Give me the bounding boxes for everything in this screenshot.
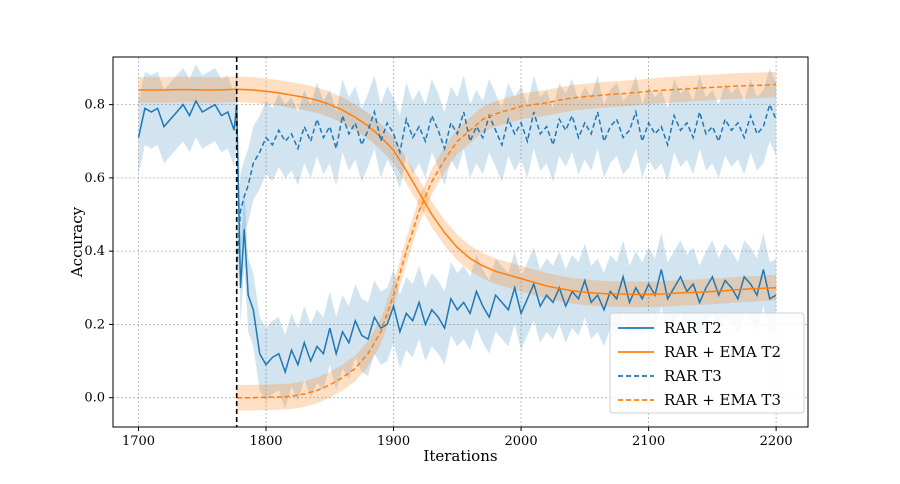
legend: RAR T2 RAR + EMA T2 RAR T3 RAR + EMA T3 — [609, 312, 805, 414]
legend-label: RAR + EMA T3 — [664, 391, 781, 409]
legend-label: RAR T2 — [664, 319, 722, 337]
x-tick-label: 2100 — [632, 434, 665, 449]
series-line-rar-ema-t2 — [138, 88, 777, 296]
plot-area-frame — [112, 56, 809, 428]
y-tick-label: 0.2 — [84, 317, 105, 332]
legend-box — [609, 312, 805, 414]
y-tick-label: 0.0 — [84, 391, 105, 406]
y-tick-label: 0.4 — [84, 244, 105, 259]
legend-label: RAR T3 — [664, 367, 722, 385]
y-tick-label: 0.8 — [84, 98, 105, 113]
x-tick-label: 2000 — [505, 434, 538, 449]
series-line-rar-ema-t3 — [236, 83, 777, 399]
band-rar-ema-t2 — [138, 76, 777, 308]
y-tick-label: 0.6 — [84, 171, 105, 186]
x-tick-label: 2200 — [760, 434, 793, 449]
axis-ticks: 1700 1800 1900 2000 2100 2200 0.0 0.2 0.4 0.6 0.8 — [84, 98, 792, 449]
series-lines — [137, 83, 777, 399]
y-axis-label: Accuracy — [68, 206, 86, 278]
legend-label: RAR + EMA T2 — [664, 343, 781, 361]
x-tick-label: 1800 — [249, 434, 282, 449]
series-line-rar-t2 — [137, 99, 777, 375]
series-line-rar-t3 — [235, 102, 777, 270]
x-axis-label: Iterations — [423, 447, 497, 465]
x-tick-label: 1900 — [377, 434, 410, 449]
grid — [113, 57, 808, 427]
band-rar-t3 — [236, 68, 777, 307]
x-tick-label: 1700 — [122, 434, 155, 449]
